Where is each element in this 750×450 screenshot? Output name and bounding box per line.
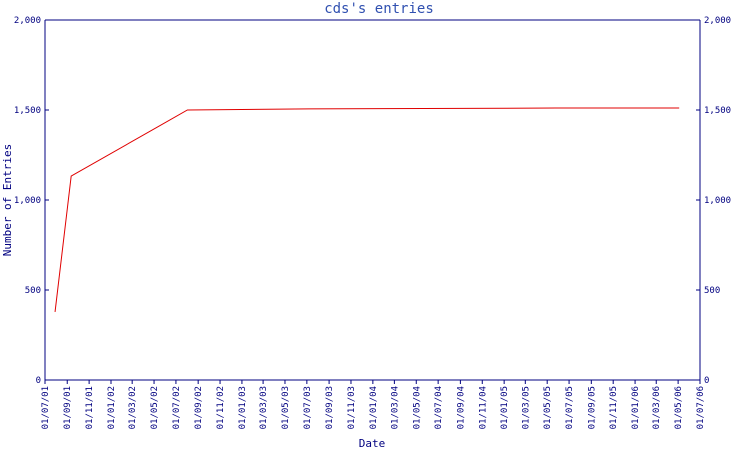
x-tick-label: 01/09/02 xyxy=(194,386,204,429)
x-tick-label: 01/11/03 xyxy=(347,386,357,429)
y-tick-label-right: 2,000 xyxy=(704,16,731,26)
x-tick-label: 01/05/06 xyxy=(674,386,684,429)
x-tick-label: 01/03/03 xyxy=(259,386,269,429)
x-tick-label: 01/03/05 xyxy=(521,386,531,429)
x-tick-label: 01/07/02 xyxy=(172,386,182,429)
x-tick-label: 01/09/01 xyxy=(63,386,73,429)
data-line xyxy=(54,107,680,313)
x-tick-label: 01/05/02 xyxy=(150,386,160,429)
y-tick-label: 500 xyxy=(25,286,41,296)
y-tick-label-right: 0 xyxy=(704,376,709,386)
y-tick-label: 0 xyxy=(36,376,41,386)
y-tick-label: 1,500 xyxy=(14,106,41,116)
x-tick-label: 01/01/05 xyxy=(500,386,510,429)
x-tick-label: 01/07/04 xyxy=(434,386,444,429)
y-tick-label: 1,000 xyxy=(14,196,41,206)
y-tick-label-right: 1,000 xyxy=(704,196,731,206)
y-tick-label: 2,000 xyxy=(14,16,41,26)
chart-title: cds's entries xyxy=(324,1,434,17)
y-tick-label-right: 1,500 xyxy=(704,106,731,116)
x-tick-label: 01/05/05 xyxy=(543,386,553,429)
x-tick-label: 01/11/01 xyxy=(85,386,95,429)
x-tick-label: 01/05/04 xyxy=(412,386,422,429)
x-tick-label: 01/07/05 xyxy=(565,386,575,429)
y-tick-label-right: 500 xyxy=(704,286,720,296)
x-tick-label: 01/11/02 xyxy=(216,386,226,429)
x-axis-title: Date xyxy=(359,437,386,450)
x-tick-label: 01/03/06 xyxy=(652,386,662,429)
x-tick-label: 01/07/03 xyxy=(303,386,313,429)
x-tick-label: 01/01/03 xyxy=(238,386,248,429)
x-tick-label: 01/03/02 xyxy=(128,386,138,429)
x-tick-label: 01/09/05 xyxy=(587,386,597,429)
y-axis-title: Number of Entries xyxy=(1,144,14,257)
x-tick-label: 01/03/04 xyxy=(390,386,400,429)
x-tick-label: 01/07/06 xyxy=(696,386,706,429)
x-tick-label: 01/11/05 xyxy=(609,386,619,429)
x-tick-label: 01/07/01 xyxy=(41,386,51,429)
x-tick-label: 01/11/04 xyxy=(478,386,488,429)
x-tick-label: 01/09/03 xyxy=(325,386,335,429)
x-tick-label: 01/01/06 xyxy=(631,386,641,429)
x-tick-label: 01/09/04 xyxy=(456,386,466,429)
x-tick-label: 01/05/03 xyxy=(281,386,291,429)
x-tick-label: 01/01/02 xyxy=(107,386,117,429)
x-tick-label: 01/01/04 xyxy=(369,386,379,429)
